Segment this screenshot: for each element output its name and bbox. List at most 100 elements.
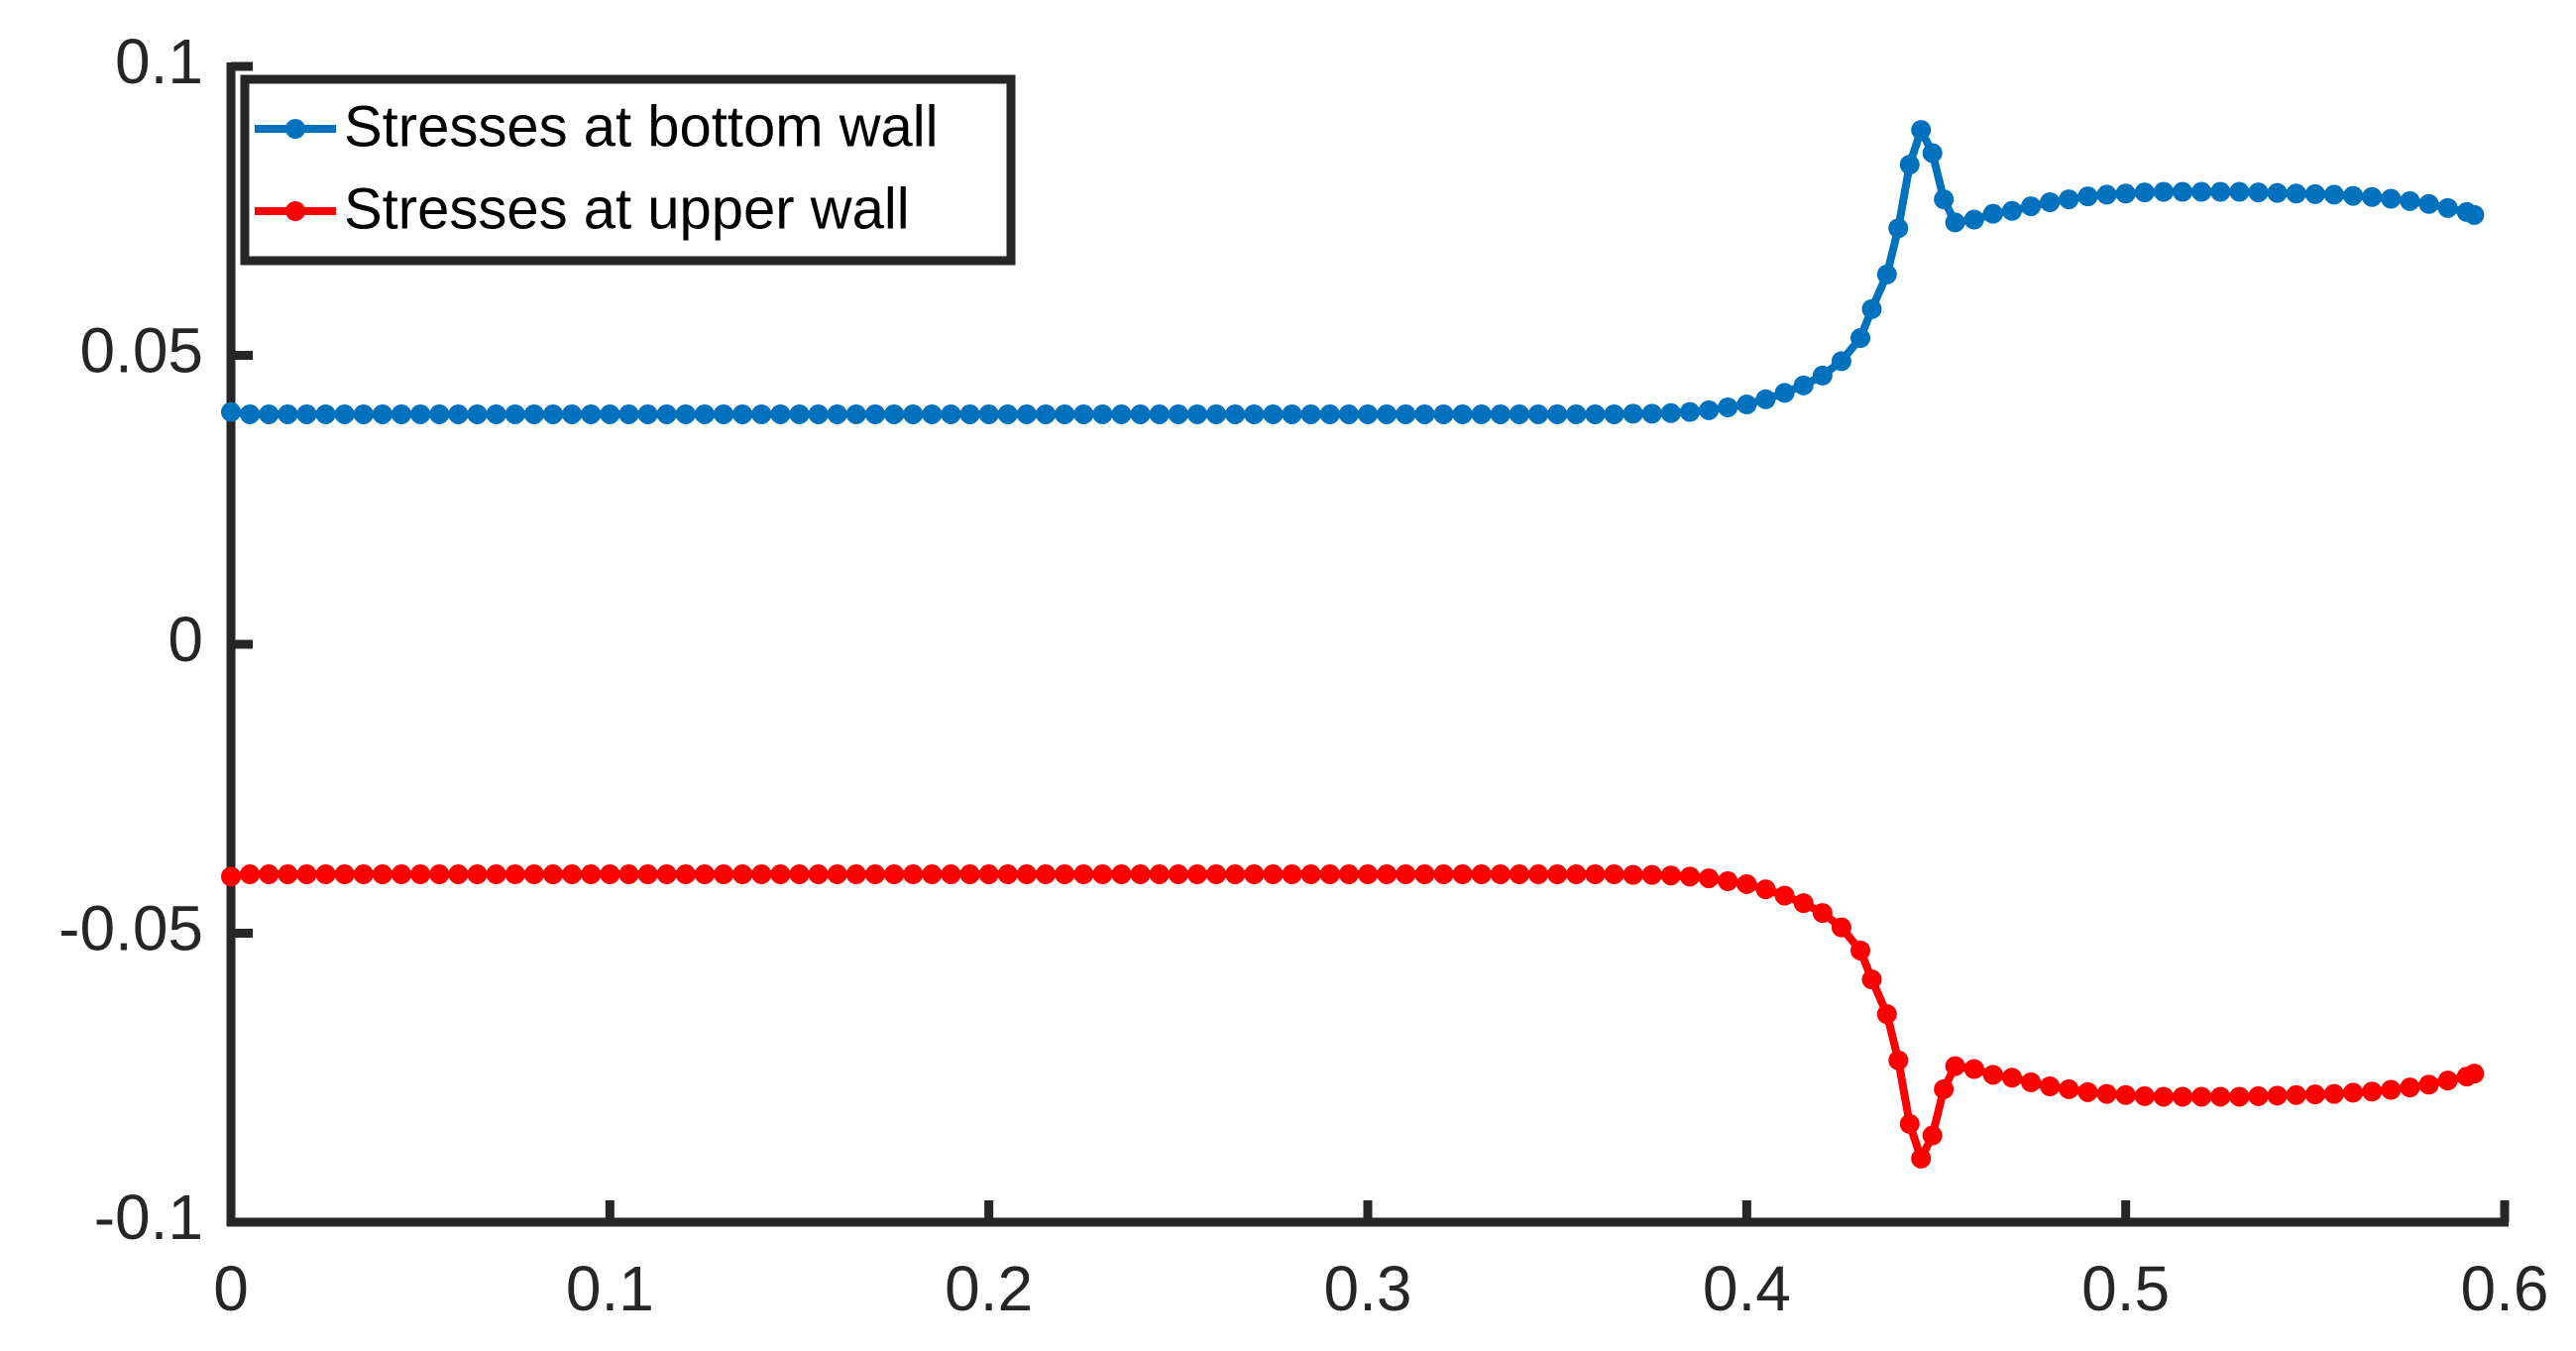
data-point — [2323, 184, 2344, 205]
data-point — [751, 864, 772, 885]
data-point — [884, 403, 905, 424]
data-point — [941, 864, 961, 885]
data-point — [1831, 917, 1851, 938]
data-point — [2464, 1064, 2485, 1084]
data-point — [1899, 155, 1920, 175]
data-point — [429, 403, 450, 424]
data-point — [410, 864, 431, 885]
data-point — [2267, 1085, 2288, 1106]
data-point — [959, 864, 980, 885]
data-point — [941, 403, 961, 424]
data-point — [2362, 186, 2383, 207]
data-point — [808, 864, 829, 885]
data-point — [2096, 184, 2117, 205]
data-point — [1911, 120, 1932, 141]
data-point — [903, 864, 924, 885]
data-point — [864, 403, 885, 424]
data-point — [2464, 204, 2485, 225]
data-point — [1934, 1078, 1955, 1099]
data-point — [732, 864, 753, 885]
data-point — [1244, 864, 1265, 885]
legend-marker — [285, 201, 305, 221]
data-point — [1358, 403, 1378, 424]
data-point — [1812, 903, 1833, 924]
data-point — [429, 864, 450, 885]
data-point — [1899, 1113, 1920, 1134]
data-point — [1623, 403, 1643, 424]
data-point — [845, 403, 866, 424]
data-point — [1186, 403, 1207, 424]
data-point — [1660, 865, 1681, 886]
data-point — [1300, 864, 1321, 885]
data-point — [1244, 403, 1265, 424]
data-point — [1641, 403, 1662, 424]
data-point — [1736, 873, 1757, 894]
data-point — [1982, 203, 2003, 224]
data-point — [1812, 365, 1833, 386]
data-point — [296, 403, 317, 424]
data-point — [1319, 864, 1340, 885]
data-point — [675, 864, 696, 885]
data-point — [1338, 403, 1359, 424]
data-point — [694, 864, 715, 885]
data-point — [1793, 893, 1814, 914]
data-point — [2437, 197, 2458, 218]
data-point — [1509, 864, 1529, 885]
data-point — [2304, 1084, 2325, 1105]
data-point — [2343, 1082, 2364, 1103]
data-point — [770, 403, 791, 424]
data-point — [2173, 181, 2193, 202]
data-point — [959, 403, 980, 424]
data-point — [2040, 192, 2061, 213]
data-point — [656, 403, 677, 424]
data-point — [1793, 375, 1814, 395]
data-point — [523, 403, 544, 424]
data-point — [978, 864, 999, 885]
data-point — [1092, 403, 1113, 424]
data-point — [1300, 403, 1321, 424]
data-point — [1092, 864, 1113, 885]
data-point — [334, 403, 355, 424]
data-point — [410, 403, 431, 424]
data-point — [1206, 864, 1227, 885]
data-point — [1755, 389, 1776, 409]
data-point — [1850, 328, 1871, 349]
data-point — [656, 864, 677, 885]
data-point — [1036, 403, 1057, 424]
data-point — [1861, 298, 1882, 319]
data-point — [2362, 1081, 2383, 1102]
data-point — [2001, 1068, 2022, 1088]
data-point — [675, 403, 696, 424]
data-point — [1111, 864, 1132, 885]
data-point — [1922, 143, 1943, 164]
data-point — [2134, 182, 2155, 203]
data-point — [2115, 183, 2136, 204]
data-point — [903, 403, 924, 424]
data-point — [1319, 403, 1340, 424]
data-point — [259, 403, 280, 424]
data-point — [637, 864, 658, 885]
data-point — [296, 864, 317, 885]
data-point — [997, 403, 1018, 424]
data-point — [2437, 1070, 2458, 1091]
data-point — [1566, 864, 1587, 885]
data-point — [1263, 403, 1284, 424]
data-point — [1282, 403, 1302, 424]
data-point — [637, 403, 658, 424]
data-point — [1888, 218, 1909, 239]
data-point — [2115, 1084, 2136, 1105]
data-point — [353, 403, 374, 424]
data-point — [1016, 403, 1037, 424]
legend: Stresses at bottom wall Stresses at upper… — [240, 74, 1016, 266]
data-point — [2021, 196, 2042, 217]
data-point — [1945, 1056, 1965, 1076]
data-point — [845, 864, 866, 885]
data-point — [1225, 864, 1246, 885]
x-tick-label: 0.1 — [566, 1253, 654, 1324]
data-point — [1073, 403, 1094, 424]
data-point — [2418, 1074, 2439, 1095]
data-point — [1471, 403, 1492, 424]
data-point — [504, 403, 525, 424]
data-point — [562, 403, 583, 424]
